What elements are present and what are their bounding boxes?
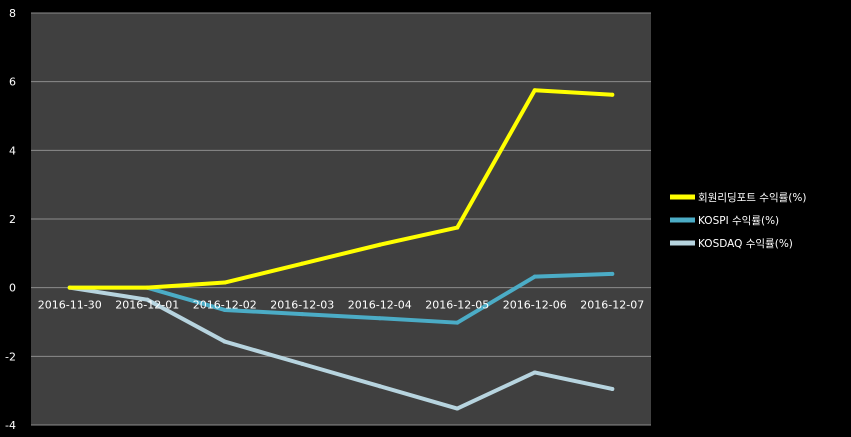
y-tick-label: 2 [9, 213, 16, 226]
x-tick-label: 2016-12-06 [503, 299, 567, 312]
data-point [610, 386, 615, 391]
data-point [377, 316, 382, 321]
legend-item: KOSDAQ 수익률(%) [670, 238, 793, 250]
series-line-0 [67, 88, 615, 290]
data-point [532, 88, 537, 93]
series-lines [67, 88, 615, 411]
legend-label: KOSPI 수익률(%) [698, 215, 779, 227]
x-tick-label: 2016-12-07 [580, 299, 644, 312]
y-tick-label: -4 [5, 419, 16, 432]
legend: 회원리딩포트 수익률(%) KOSPI 수익률(%) KOSDAQ 수익률(%) [670, 192, 806, 250]
data-point [300, 361, 305, 366]
x-tick-label: 2016-11-30 [38, 299, 102, 312]
x-axis: 2016-11-30 2016-12-01 2016-12-02 2016-12-03… [38, 299, 644, 312]
data-point [610, 271, 615, 276]
legend-label: 회원리딩포트 수익률(%) [698, 192, 806, 204]
legend-item: 회원리딩포트 수익률(%) [670, 192, 806, 204]
y-tick-label: 4 [9, 144, 16, 157]
y-tick-label: 0 [9, 282, 16, 295]
series-line-2 [67, 285, 615, 411]
data-point [455, 406, 460, 411]
data-point [222, 339, 227, 344]
x-tick-label: 2016-12-03 [270, 299, 334, 312]
data-point [610, 92, 615, 97]
data-point [455, 225, 460, 230]
data-point [455, 320, 460, 325]
x-tick-label: 2016-12-04 [348, 299, 412, 312]
y-tick-label: -2 [5, 350, 16, 363]
series-line-1 [67, 271, 615, 325]
data-point [532, 274, 537, 279]
y-tick-label: 6 [9, 76, 16, 89]
data-point [377, 242, 382, 247]
data-point [145, 285, 150, 290]
data-point [377, 384, 382, 389]
data-point [222, 307, 227, 312]
data-point [67, 285, 72, 290]
y-axis: 8 6 4 2 0 -2 -4 [5, 7, 16, 432]
x-tick-label: 2016-12-01 [115, 299, 179, 312]
y-tick-label: 8 [9, 7, 16, 20]
legend-item: KOSPI 수익률(%) [670, 215, 779, 227]
data-point [222, 280, 227, 285]
data-point [145, 297, 150, 302]
x-tick-label: 2016-12-05 [425, 299, 489, 312]
legend-label: KOSDAQ 수익률(%) [698, 238, 793, 250]
x-tick-label: 2016-12-02 [193, 299, 257, 312]
data-point [532, 370, 537, 375]
gridlines [31, 12, 651, 426]
data-point [300, 261, 305, 266]
data-point [300, 312, 305, 317]
